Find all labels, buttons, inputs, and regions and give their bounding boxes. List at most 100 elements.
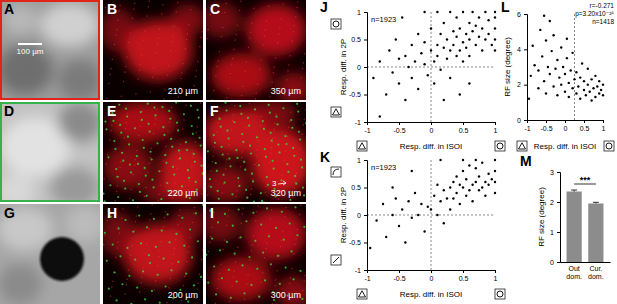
- green-cell: [298, 131, 300, 133]
- tick-label: 0.5: [351, 36, 361, 43]
- tick-mark: [364, 40, 367, 41]
- speck: [246, 284, 247, 285]
- speck: [131, 245, 132, 246]
- tick: 1: [494, 270, 498, 282]
- icon-shape: [606, 143, 612, 149]
- speck: [190, 9, 191, 10]
- speck: [121, 96, 122, 97]
- green-cell: [285, 143, 287, 145]
- point: [436, 44, 438, 46]
- green-cell: [289, 222, 291, 224]
- green-cell: [116, 176, 118, 178]
- points: [528, 15, 605, 102]
- image-blob: [246, 208, 306, 260]
- y-axis: -1-0.500.51: [349, 157, 368, 274]
- speck: [174, 248, 175, 249]
- green-cell: [168, 110, 170, 112]
- speck: [176, 11, 177, 12]
- speck: [119, 11, 120, 12]
- speck: [123, 81, 124, 82]
- speck: [235, 34, 236, 35]
- speck: [202, 250, 203, 251]
- image-blob: [0, 264, 42, 304]
- point: [484, 181, 486, 183]
- speck: [188, 252, 189, 253]
- green-cell: [262, 251, 264, 253]
- speck: [141, 55, 142, 56]
- point: [481, 27, 483, 29]
- speck: [115, 257, 116, 258]
- point: [372, 77, 374, 79]
- green-cell: [239, 105, 241, 107]
- green-cell: [187, 300, 189, 302]
- speck: [272, 303, 273, 304]
- image-texture: [0, 3, 100, 100]
- green-cell: [193, 153, 195, 155]
- image-texture: [0, 102, 100, 202]
- green-cell: [264, 279, 266, 281]
- point: [452, 44, 454, 46]
- green-cell: [241, 133, 243, 135]
- speck: [179, 215, 180, 216]
- speck: [116, 29, 117, 30]
- speck: [183, 119, 184, 120]
- point: [407, 66, 409, 68]
- green-cell: [269, 112, 271, 114]
- tick: 2: [517, 81, 527, 88]
- green-cell: [266, 176, 268, 178]
- point: [471, 30, 473, 32]
- reference-line: [574, 14, 575, 120]
- error-bar: [593, 202, 599, 203]
- green-cell: [216, 170, 218, 172]
- speck: [272, 138, 273, 139]
- green-cell: [138, 183, 140, 185]
- speck: [158, 38, 159, 39]
- speck: [213, 90, 214, 91]
- point: [552, 34, 554, 36]
- point: [462, 60, 464, 62]
- green-cell: [130, 171, 132, 173]
- chart: 0123Outdom.Cur.dom.***MRF size (degree): [520, 153, 611, 280]
- point: [598, 92, 600, 94]
- speck: [203, 22, 204, 23]
- icon: [357, 141, 367, 151]
- green-cell: [233, 121, 235, 123]
- speck: [260, 59, 261, 60]
- speck: [211, 227, 212, 228]
- speck: [217, 122, 218, 123]
- green-cell: [232, 225, 234, 227]
- green-cell: [123, 180, 125, 182]
- tick: -0.5: [540, 120, 552, 132]
- point: [562, 66, 564, 68]
- speck: [143, 267, 144, 268]
- speck: [196, 70, 197, 71]
- speck: [135, 94, 136, 95]
- speck: [305, 109, 306, 110]
- speck: [192, 100, 193, 101]
- speck: [174, 183, 175, 184]
- green-cell: [267, 184, 269, 186]
- icon-frame: [331, 255, 341, 265]
- icon-frame: [495, 141, 505, 151]
- y-axis-title: RF size (degree): [537, 187, 546, 247]
- speck: [139, 291, 140, 292]
- green-cell: [183, 245, 185, 247]
- green-cell: [190, 105, 192, 107]
- speck: [269, 96, 270, 97]
- speck: [226, 225, 227, 226]
- green-cell: [146, 195, 148, 197]
- point: [404, 55, 406, 57]
- green-cell: [219, 249, 221, 251]
- point: [602, 94, 604, 96]
- green-cell: [243, 292, 245, 294]
- speck: [169, 122, 170, 123]
- annotation: ***: [580, 175, 591, 185]
- image: [103, 204, 203, 304]
- tick: 0: [517, 117, 527, 124]
- image-blob: [211, 53, 271, 97]
- speck: [117, 185, 118, 186]
- tick: 1: [550, 229, 560, 236]
- green-cell: [281, 211, 283, 213]
- speck: [287, 70, 288, 71]
- image: [206, 204, 306, 304]
